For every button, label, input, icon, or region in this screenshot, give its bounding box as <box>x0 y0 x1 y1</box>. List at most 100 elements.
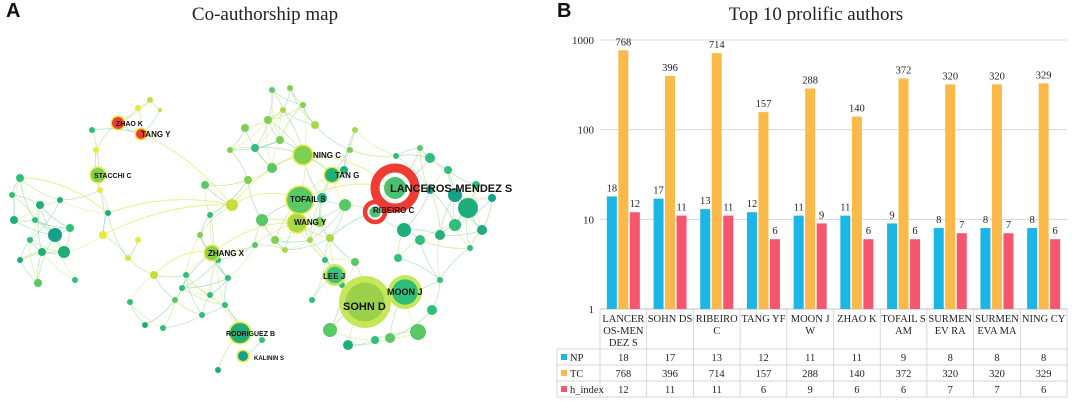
panel-b-letter: B <box>557 0 572 22</box>
network-node <box>17 257 23 263</box>
network-edge <box>271 89 284 111</box>
bar-h_index <box>863 239 874 309</box>
data-label: 372 <box>896 66 912 77</box>
network-edge <box>144 299 176 326</box>
network-label-ning: NING C <box>313 151 341 160</box>
network-node <box>32 217 38 223</box>
network-edge <box>140 133 233 206</box>
bar-np <box>653 198 664 309</box>
table-cell: 288 <box>802 369 818 380</box>
network-node-tang_g <box>325 168 339 182</box>
network-edge <box>59 189 101 201</box>
network-node-moon <box>392 279 418 305</box>
network-node-zhao <box>112 117 124 129</box>
bar-np <box>980 228 991 309</box>
network-edge <box>201 304 226 316</box>
network-label-zhao: ZHAO K <box>116 121 143 128</box>
network-edge <box>201 294 211 316</box>
y-tick-label: 1000 <box>572 35 595 47</box>
table-cell: 13 <box>712 353 723 364</box>
bar-h_index <box>723 215 734 309</box>
network-edge <box>19 259 39 284</box>
bar-np <box>933 228 944 309</box>
network-edge <box>29 199 61 241</box>
table-cell: 396 <box>662 369 678 380</box>
network-edge <box>419 239 471 249</box>
network-label-wang: WANG Y <box>294 218 327 227</box>
data-label: 11 <box>723 203 733 214</box>
network-node-tofail <box>287 187 313 213</box>
category-label: DEZ S <box>609 338 638 349</box>
network-node <box>244 176 252 184</box>
network-node <box>99 231 107 239</box>
network-title: Co-authorship map <box>191 4 339 25</box>
network-node <box>179 285 185 291</box>
network-edge <box>397 257 441 281</box>
table-cell: 11 <box>665 385 675 396</box>
network-edge <box>185 274 203 316</box>
network-edge <box>199 214 211 236</box>
network-node-lee <box>326 266 344 284</box>
bar-h_index <box>816 223 827 309</box>
network-label-ribeiro: RIBEIRO C <box>373 206 415 215</box>
network-node <box>280 107 286 113</box>
table-cell: 320 <box>942 369 958 380</box>
network-edge <box>185 274 226 306</box>
network-edge <box>282 109 316 126</box>
y-tick-label: 10 <box>583 214 595 226</box>
network-edge <box>185 234 201 276</box>
bar-np <box>700 209 711 309</box>
data-label: 11 <box>840 203 850 214</box>
network-node <box>425 153 435 163</box>
network-node <box>135 237 141 243</box>
bar-tc <box>1038 83 1049 309</box>
bar-h_index <box>629 212 640 309</box>
network-node <box>385 333 395 343</box>
network-node <box>488 194 496 202</box>
table-cell: 17 <box>665 353 676 364</box>
network-node <box>207 292 213 298</box>
network-node <box>225 275 231 281</box>
y-tick-label: 100 <box>578 125 595 137</box>
data-label: 18 <box>607 183 618 194</box>
table-cell: 157 <box>756 369 772 380</box>
bar-tc <box>665 76 676 309</box>
network-label-kalinin: KALININ S <box>254 356 284 362</box>
category-label: LANCER <box>602 314 644 325</box>
network-node <box>352 127 358 133</box>
network-node <box>27 237 33 243</box>
data-label: 13 <box>700 196 711 207</box>
network-edge <box>199 204 233 236</box>
network-node <box>135 105 141 111</box>
network-node-lanceros-core <box>384 177 406 199</box>
network-node <box>241 124 249 132</box>
category-label: SOHN DS <box>648 314 693 325</box>
network-edge <box>271 89 281 141</box>
network-node <box>449 219 461 231</box>
network-label-rodriguez: RODRIGUEZ B <box>226 331 275 338</box>
network-node <box>410 324 426 340</box>
network-node <box>9 192 15 198</box>
bar-h_index <box>676 215 687 309</box>
network-node <box>343 340 353 350</box>
network-edge <box>181 277 229 289</box>
network-edge <box>181 287 226 306</box>
bar-np <box>887 223 898 309</box>
network-edge <box>153 274 176 301</box>
network-node <box>197 232 203 238</box>
network-node <box>226 199 238 211</box>
table-cell: 320 <box>989 369 1005 380</box>
network-edge <box>254 119 269 149</box>
data-label: 6 <box>866 226 871 237</box>
network-node <box>397 223 411 237</box>
category-label: RIBEIRO <box>696 314 738 325</box>
network-edge <box>274 239 311 243</box>
data-label: 12 <box>747 199 758 210</box>
network-edge <box>37 234 56 284</box>
table-cell: 6 <box>854 385 859 396</box>
table-cell: 714 <box>709 369 726 380</box>
network-node-zhang <box>205 246 219 260</box>
network-edge <box>439 247 471 281</box>
network-node <box>322 257 328 263</box>
